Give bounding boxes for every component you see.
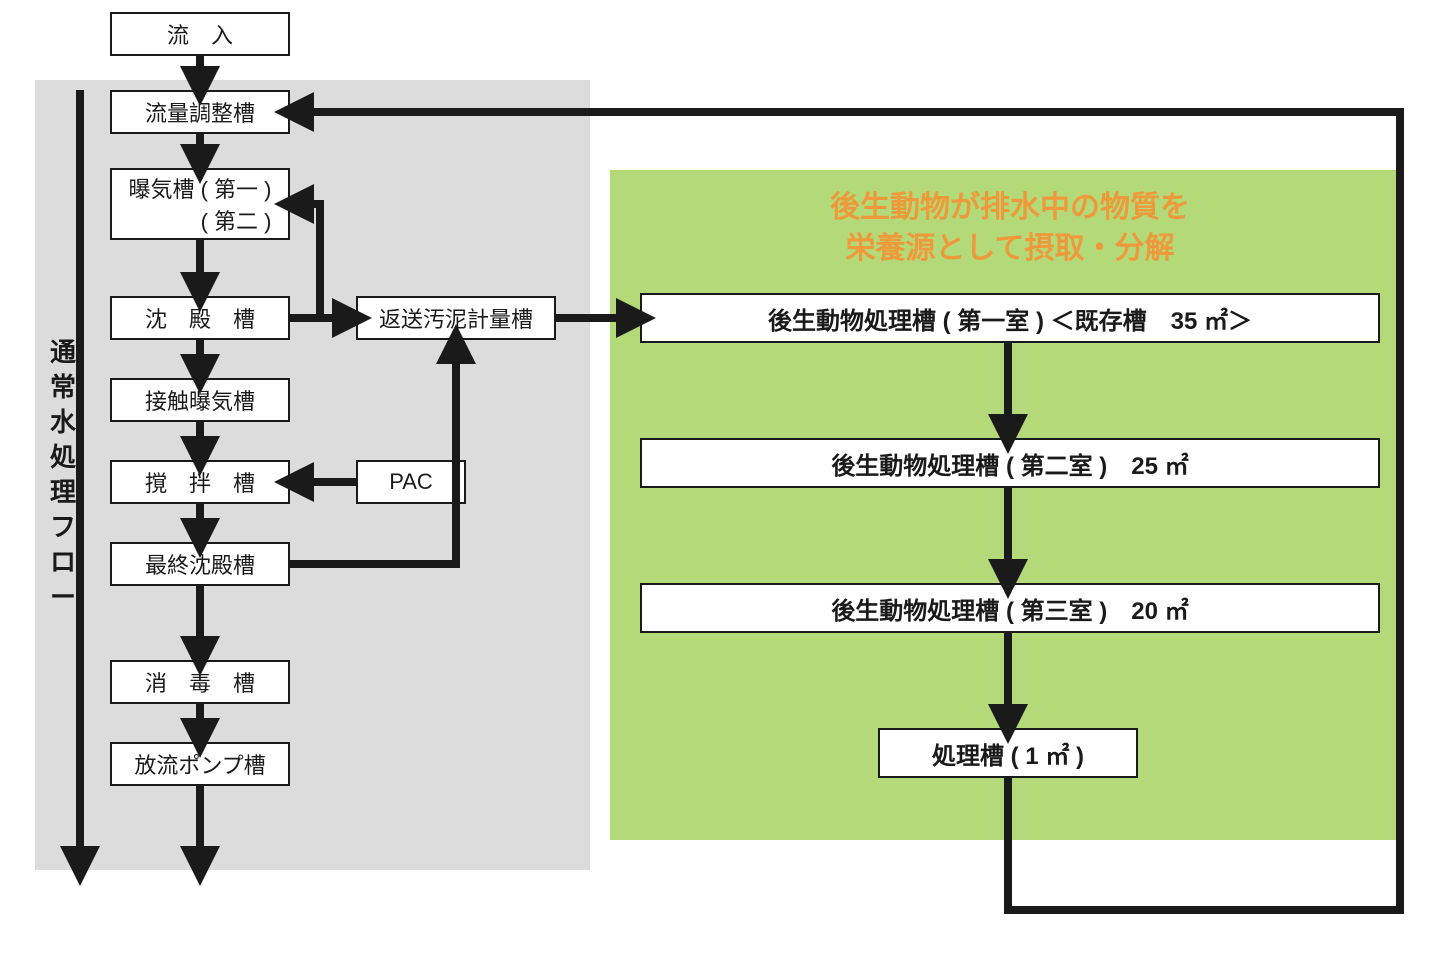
box-sediment: 沈 殿 槽 — [110, 296, 290, 340]
box-sludge: 返送汚泥計量槽 — [356, 296, 556, 340]
box-stir: 撹 拌 槽 — [110, 460, 290, 504]
box-metazoa-3: 後生動物処理槽 ( 第三室 ) 20 ㎡ — [640, 583, 1380, 633]
vertical-flow-label: 通常水処理フロー — [48, 260, 78, 690]
box-disinfect: 消 毒 槽 — [110, 660, 290, 704]
box-inflow: 流 入 — [110, 12, 290, 56]
box-metazoa-1: 後生動物処理槽 ( 第一室 ) ＜既存槽 35 ㎡＞ — [640, 293, 1380, 343]
box-metazoa-2: 後生動物処理槽 ( 第二室 ) 25 ㎡ — [640, 438, 1380, 488]
box-pac: PAC — [356, 460, 466, 504]
box-treatment: 処理槽 ( 1 ㎡ ) — [878, 728, 1138, 778]
headline-line2: 栄養源として摂取・分解 — [700, 229, 1320, 270]
diagram-stage: 通常水処理フロー 後生動物が排水中の物質を 栄養源として摂取・分解 流 入 流量… — [0, 0, 1440, 960]
box-finalsed: 最終沈殿槽 — [110, 542, 290, 586]
headline-line1: 後生動物が排水中の物質を — [700, 188, 1320, 229]
box-adjust: 流量調整槽 — [110, 90, 290, 134]
box-dischargepump: 放流ポンプ槽 — [110, 742, 290, 786]
box-aeration: 曝気槽 ( 第一 ) ( 第二 ) — [110, 168, 290, 240]
green-headline: 後生動物が排水中の物質を 栄養源として摂取・分解 — [700, 188, 1320, 268]
box-contact: 接触曝気槽 — [110, 378, 290, 422]
